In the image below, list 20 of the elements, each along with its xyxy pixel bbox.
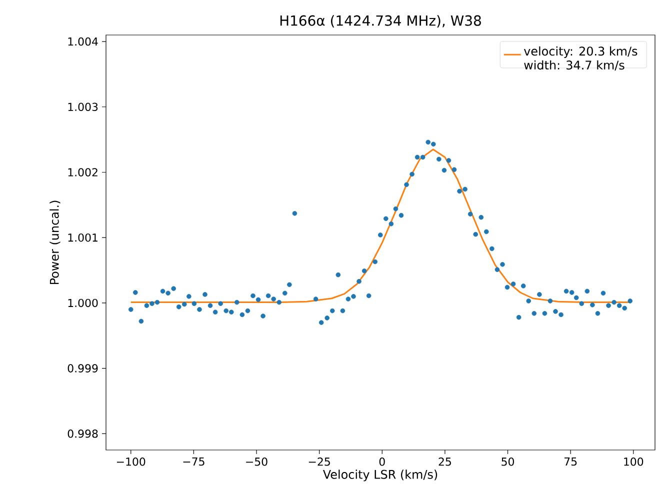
x-tick-label: −75	[183, 458, 204, 466]
y-tick-label: 1.003	[68, 102, 98, 112]
y-tick-label: 1.001	[68, 233, 98, 242]
x-tick-label: 50	[502, 458, 514, 466]
x-axis-title: Velocity LSR (km/s)	[322, 470, 438, 482]
y-tick-label: 1.000	[68, 298, 98, 308]
y-tick-label: 0.998	[68, 430, 98, 438]
x-tick-label: 0	[379, 458, 385, 466]
x-tick-label: −100	[116, 458, 146, 466]
legend-label: velocity: 20.3 km/s width: 34.7 km/s	[524, 46, 638, 71]
x-tick-label: −25	[308, 458, 330, 466]
y-axis-title: Power (uncal.)	[50, 200, 60, 284]
x-tick-label: −50	[246, 458, 268, 466]
chart-title: H166α (1424.734 MHz), W38	[280, 15, 481, 28]
y-tick-label: 1.002	[68, 168, 98, 176]
y-tick-label: 0.999	[68, 364, 98, 372]
x-tick-label: 100	[624, 458, 644, 466]
x-tick-label: 75	[564, 458, 577, 466]
y-tick-label: 1.004	[68, 37, 98, 46]
x-tick-label: 25	[438, 458, 451, 466]
